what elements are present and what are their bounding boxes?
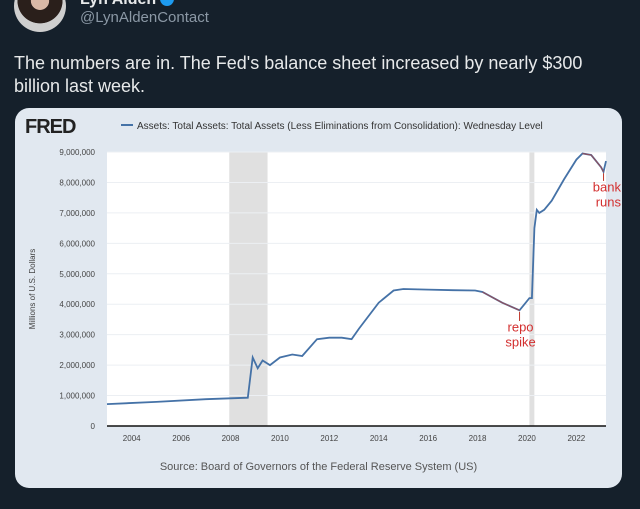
x-tick-label: 2018 — [469, 434, 487, 443]
annotation-bank-runs: runs — [596, 195, 622, 210]
x-tick-label: 2020 — [518, 434, 536, 443]
annotation-repo-spike: spike — [505, 335, 535, 350]
y-tick-label: 4,000,000 — [59, 300, 95, 309]
y-tick-label: 3,000,000 — [59, 331, 95, 340]
chart-image[interactable]: FRED Assets: Total Assets: Total Assets … — [15, 108, 622, 488]
tweet-text: The numbers are in. The Fed's balance sh… — [14, 53, 583, 96]
annotation-bank-runs: bank — [593, 180, 622, 195]
verified-icon — [160, 0, 175, 6]
author-name[interactable]: Lyn Alden — [80, 0, 175, 9]
x-tick-label: 2006 — [172, 434, 190, 443]
plot-background — [107, 152, 606, 426]
avatar[interactable] — [14, 0, 66, 32]
y-tick-label: 8,000,000 — [59, 178, 95, 187]
author-handle[interactable]: @LynAldenContact — [80, 9, 209, 26]
highlight-segment — [582, 152, 605, 173]
y-tick-label: 6,000,000 — [59, 239, 95, 248]
x-tick-label: 2012 — [320, 434, 338, 443]
y-tick-label: 9,000,000 — [59, 148, 95, 157]
legend-swatch — [121, 124, 133, 126]
chart-plot: 0 1,000,000 2,000,000 3,000,000 4,000,000 5,0… — [28, 148, 622, 443]
x-tick-label: 2008 — [222, 434, 240, 443]
recession-band — [229, 152, 268, 426]
annotation-repo-spike: repo — [508, 320, 534, 335]
y-tick-label: 1,000,000 — [59, 392, 95, 401]
x-tick-label: 2014 — [370, 434, 388, 443]
y-tick-label: 5,000,000 — [59, 270, 95, 279]
series-line — [106, 152, 607, 405]
y-tick-label: 7,000,000 — [59, 209, 95, 218]
y-tick-label: 2,000,000 — [59, 361, 95, 370]
x-tick-label: 2004 — [123, 434, 141, 443]
legend: Assets: Total Assets: Total Assets (Less… — [121, 121, 543, 132]
x-tick-label: 2016 — [419, 434, 437, 443]
source-note: Source: Board of Governors of the Federa… — [159, 461, 478, 473]
y-axis-label: Millions of U.S. Dollars — [28, 249, 37, 329]
y-tick-label: 0 — [91, 422, 96, 431]
x-tick-label: 2010 — [271, 434, 289, 443]
highlight-segment — [482, 291, 520, 311]
x-tick-label: 2022 — [567, 434, 585, 443]
fred-logo: FRED — [25, 116, 76, 138]
